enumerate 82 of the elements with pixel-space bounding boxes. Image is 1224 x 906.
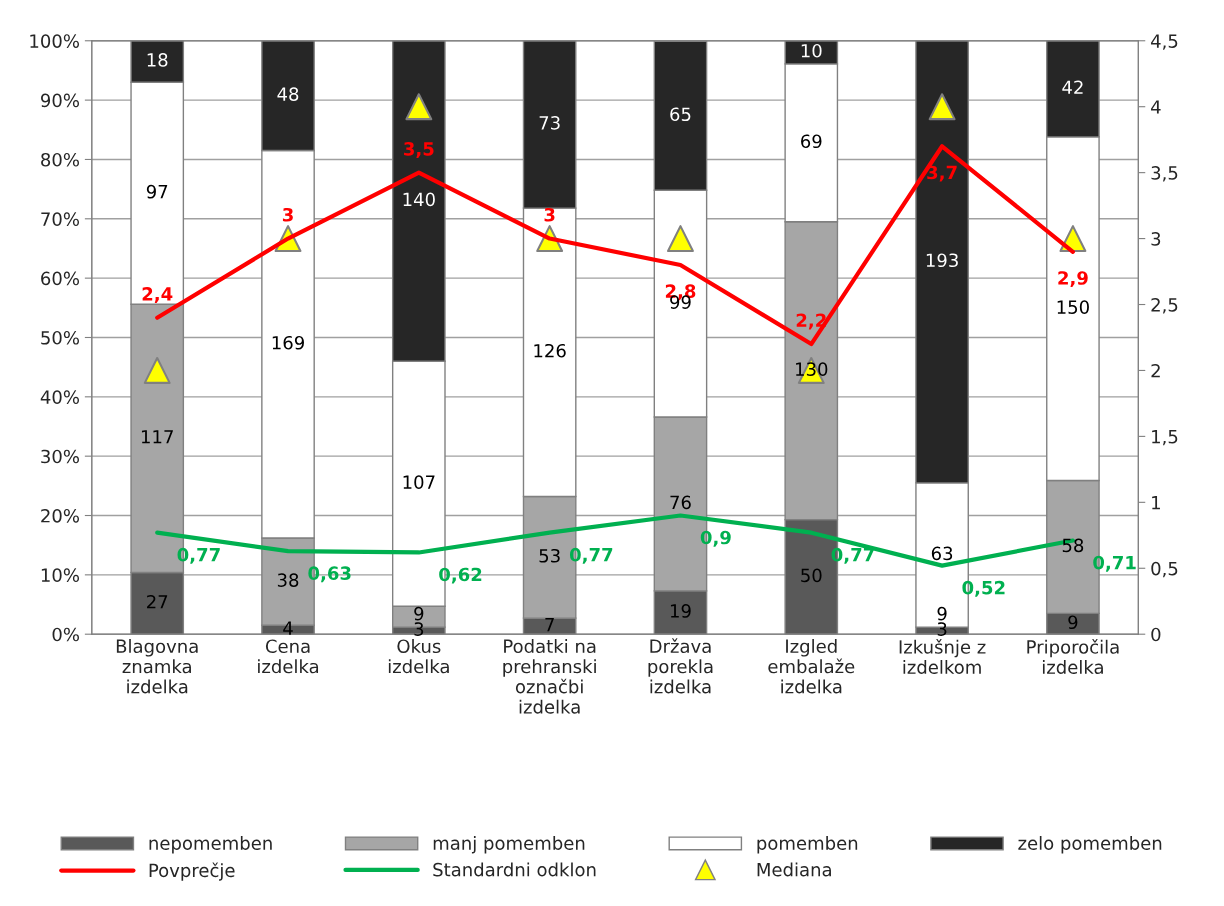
- annotation: 9: [414, 606, 424, 621]
- y2-tick-label: 4,5: [1151, 34, 1178, 50]
- annotation: 63: [931, 546, 953, 561]
- data-label: 0,52: [962, 580, 1005, 597]
- legend-label: Standardni odklon: [433, 862, 596, 877]
- annotation: 73: [539, 116, 560, 130]
- y2-tick-label: 0: [1151, 627, 1161, 642]
- data-label: 0,77: [177, 547, 220, 564]
- y-tick-label: 10%: [41, 568, 79, 582]
- x-tick-label: Država porekla izdelka: [648, 638, 713, 694]
- annotation: 169: [272, 335, 304, 350]
- point: [667, 225, 694, 253]
- annotation: 18: [147, 53, 168, 67]
- data-label: 0,9: [700, 530, 731, 547]
- x-tick-label: Podatki na prehranski označbi izdelka: [503, 639, 596, 714]
- annotation: 117: [141, 430, 173, 444]
- data-label: 3: [544, 207, 555, 222]
- x-tick-label: Izkušnje z izdelkom: [899, 639, 986, 674]
- y-tick-label: 0%: [52, 627, 79, 642]
- x-tick-label: Okus izdelka: [388, 639, 449, 674]
- y-tick-label: 70%: [41, 212, 79, 226]
- annotation: 107: [403, 475, 435, 489]
- annotation: 38: [277, 573, 299, 587]
- legend-label: Mediana: [757, 862, 831, 877]
- y-tick-label: 30%: [41, 449, 79, 464]
- annotation: 140: [403, 192, 435, 207]
- y-tick-label: 100%: [30, 34, 79, 48]
- y2-tick-label: 2: [1151, 363, 1160, 378]
- y-tick-label: 60%: [41, 271, 79, 286]
- x-tick-label: Blagovna znamka izdelka: [116, 639, 198, 694]
- y2-tick-label: 1,5: [1152, 430, 1178, 446]
- data-label: 3,7: [927, 165, 957, 182]
- data-label: 0,62: [439, 567, 482, 584]
- point: [405, 93, 433, 121]
- annotation: 9: [937, 606, 947, 621]
- y2-tick-label: 3: [1151, 232, 1161, 246]
- annotation: 7: [545, 618, 554, 632]
- data-label: 0,63: [308, 566, 351, 583]
- y2-tick-label: 0,5: [1151, 561, 1178, 578]
- annotation: 97: [146, 184, 168, 199]
- point: [928, 93, 956, 121]
- legend-label: pomemben: [757, 835, 858, 854]
- data-label: 3: [282, 207, 293, 222]
- annotation: 58: [1062, 538, 1084, 553]
- legend-label: manj pomemben: [433, 835, 585, 854]
- y-tick-label: 80%: [41, 152, 79, 167]
- legend-label: Povprečje: [149, 862, 235, 881]
- annotation: 53: [539, 548, 560, 563]
- annotation: 4: [283, 621, 293, 635]
- y2-tick-label: 4: [1151, 100, 1161, 114]
- annotation: 10: [801, 43, 822, 58]
- annotation: 126: [534, 343, 566, 358]
- y-tick-label: 50%: [41, 330, 79, 345]
- point: [143, 356, 171, 384]
- x-tick-label: Cena izdelka: [258, 639, 319, 674]
- y2-tick-label: 2,5: [1151, 297, 1178, 314]
- annotation: 69: [801, 134, 822, 149]
- annotation: 19: [670, 604, 691, 618]
- data-label: 2,4: [142, 287, 173, 304]
- annotation: 9: [1068, 615, 1078, 630]
- y2-tick-label: 1: [1152, 496, 1160, 510]
- annotation: 50: [801, 568, 822, 583]
- x-tick-label: Priporočila izdelka: [1027, 639, 1119, 674]
- data-label: 0,77: [569, 547, 613, 564]
- annotation: 48: [277, 87, 299, 101]
- data-label: 0,71: [1093, 555, 1136, 572]
- x-tick-label: Izgled embalaže izdelka: [768, 639, 855, 694]
- y-tick-label: 20%: [41, 508, 79, 523]
- annotation: 27: [147, 594, 168, 609]
- legend-label: zelo pomemben: [1018, 835, 1162, 854]
- annotation: 76: [670, 495, 691, 510]
- annotation: 3: [414, 622, 424, 636]
- data-label: 3,5: [404, 142, 434, 158]
- legend-label: nepomemben: [149, 835, 272, 854]
- data-label: 2,9: [1058, 271, 1088, 288]
- annotation: 42: [1062, 80, 1083, 94]
- y-tick-label: 40%: [40, 390, 79, 404]
- annotation: 65: [670, 107, 691, 122]
- y-tick-label: 90%: [41, 93, 79, 108]
- y2-tick-label: 3,5: [1151, 166, 1178, 182]
- annotation: 193: [926, 253, 958, 268]
- annotation: 150: [1057, 300, 1089, 314]
